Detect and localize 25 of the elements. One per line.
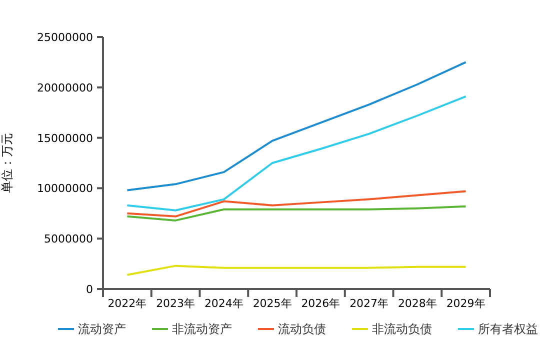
x-tick-label: 2024年 [204, 297, 244, 310]
line-series [126, 264, 467, 276]
y-tick-label: 25000000 [37, 31, 93, 44]
legend-label: 流动负债 [278, 322, 326, 336]
y-tick-label: 5000000 [44, 232, 93, 246]
y-axis-title: 单位：万元 [0, 133, 14, 193]
line-series [126, 205, 467, 222]
y-tick-label: 0 [86, 283, 93, 296]
y-tick-label: 10000000 [37, 182, 93, 196]
line-series [126, 61, 467, 192]
legend-label: 非流动资产 [172, 322, 232, 336]
legend-label: 非流动负债 [372, 322, 432, 336]
x-tick-label: 2028年 [398, 297, 437, 310]
y-tick-label: 20000000 [37, 81, 93, 94]
legend-label: 流动资产 [78, 322, 126, 336]
x-tick-label: 2022年 [108, 297, 147, 310]
x-tick-label: 2023年 [156, 297, 196, 310]
x-tick-label: 2025年 [252, 297, 292, 310]
line-series [126, 190, 467, 218]
x-tick-label: 2026年 [301, 297, 340, 310]
line-series [126, 95, 467, 212]
y-tick-label: 15000000 [37, 132, 93, 145]
legend-label: 所有者权益 [478, 322, 538, 336]
x-tick-label: 2027年 [350, 297, 389, 310]
x-tick-label: 2029年 [446, 297, 486, 310]
